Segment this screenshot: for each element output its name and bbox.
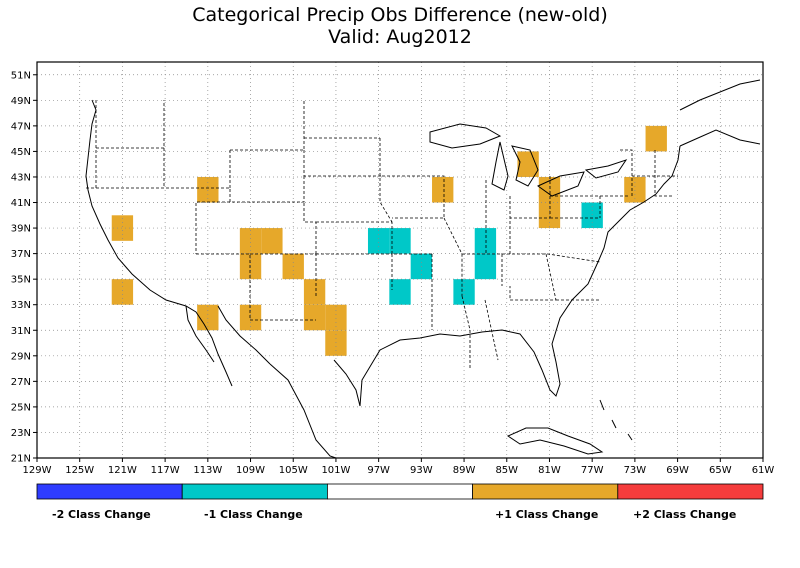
longitude-tick-label: 125W [65, 465, 94, 476]
pacific-coast [85, 99, 233, 387]
latitude-tick-label: 27N [11, 377, 31, 388]
latitude-tick-label: 21N [11, 454, 31, 465]
longitude-tick-label: 129W [23, 465, 52, 476]
latitude-tick-label: 49N [11, 96, 31, 107]
latitude-tick-label: 29N [11, 351, 31, 362]
longitude-tick-label: 101W [321, 465, 350, 476]
longitude-tick-label: 85W [495, 465, 518, 476]
difference-cell [453, 279, 475, 305]
legend-swatch [36, 483, 183, 500]
difference-cell [389, 228, 411, 254]
longitude-tick-label: 93W [410, 465, 433, 476]
coastlines [85, 79, 761, 459]
map-subtitle: Valid: Aug2012 [328, 26, 472, 48]
difference-cell [581, 202, 603, 229]
latitude-tick-label: 45N [11, 147, 31, 158]
longitude-tick-label: 121W [108, 465, 137, 476]
difference-cell [624, 176, 646, 203]
difference-cell [261, 228, 283, 254]
northeast-coast [679, 79, 761, 147]
bahamas [599, 399, 633, 441]
longitude-tick-label: 105W [279, 465, 308, 476]
axes: 129W 125W 121W 117W 113W 109W 105W 101W 97W 93W 89… [11, 61, 775, 476]
longitude-tick-label: 73W [624, 465, 647, 476]
difference-cell [389, 279, 411, 305]
longitude-tick-label: 89W [453, 465, 476, 476]
longitude-tick-label: 81W [538, 465, 561, 476]
difference-cell [239, 228, 262, 254]
difference-cell [474, 253, 497, 280]
legend-swatch [472, 483, 619, 500]
latitude-tick-label: 51N [11, 70, 31, 81]
state-line [86, 100, 678, 368]
great-lakes [429, 123, 628, 197]
legend-label-plus1: +1 Class Change [495, 508, 599, 521]
legend-label-plus2: +2 Class Change [633, 508, 737, 521]
difference-cell [111, 279, 134, 305]
baja-coast [185, 305, 271, 365]
longitude-tick-label: 77W [581, 465, 604, 476]
latitude-tick-label: 31N [11, 326, 31, 337]
longitude-tick-label: 109W [236, 465, 265, 476]
difference-cell [111, 215, 134, 241]
legend-label-minus1: -1 Class Change [204, 508, 303, 521]
difference-cell [303, 304, 326, 331]
latitude-tick-label: 37N [11, 249, 31, 260]
graticule [36, 62, 764, 459]
longitude-tick-label: 69W [666, 465, 689, 476]
map-frame [36, 61, 764, 459]
difference-cell [239, 304, 262, 331]
legend-bar [36, 483, 764, 500]
longitude-tick-label: 65W [709, 465, 732, 476]
latitude-tick-label: 43N [11, 172, 31, 183]
difference-cell [197, 304, 219, 331]
difference-cell [197, 176, 219, 203]
title-block: Categorical Precip Obs Difference (new-o… [0, 4, 800, 48]
latitude-tick-label: 33N [11, 300, 31, 311]
legend-swatch [326, 483, 473, 500]
difference-cell [325, 330, 347, 356]
legend-swatch [181, 483, 328, 500]
longitude-tick-label: 61W [752, 465, 775, 476]
longitude-tick-label: 97W [367, 465, 390, 476]
legend-swatch [617, 483, 764, 500]
longitude-tick-label: 117W [151, 465, 180, 476]
difference-cell [645, 125, 667, 152]
gulf-coast [333, 145, 681, 407]
difference-cell [303, 279, 326, 305]
longitude-tick-label: 113W [193, 465, 222, 476]
difference-cell [367, 228, 390, 254]
mexico-gulf-coast [269, 363, 337, 459]
cuba [506, 427, 604, 455]
latitude-tick-label: 23N [11, 428, 31, 439]
difference-cell [325, 304, 347, 331]
latitude-tick-label: 47N [11, 121, 31, 132]
map-title: Categorical Precip Obs Difference (new-o… [192, 4, 608, 26]
difference-cell [538, 202, 561, 229]
legend-label-minus2: -2 Class Change [52, 508, 151, 521]
latitude-tick-label: 25N [11, 402, 31, 413]
latitude-tick-label: 35N [11, 275, 31, 286]
latitude-tick-label: 41N [11, 198, 31, 209]
difference-cells [111, 125, 667, 356]
difference-cell [474, 228, 497, 254]
difference-cell [432, 176, 454, 203]
state-boundaries [86, 100, 678, 368]
latitude-tick-label: 39N [11, 224, 31, 235]
